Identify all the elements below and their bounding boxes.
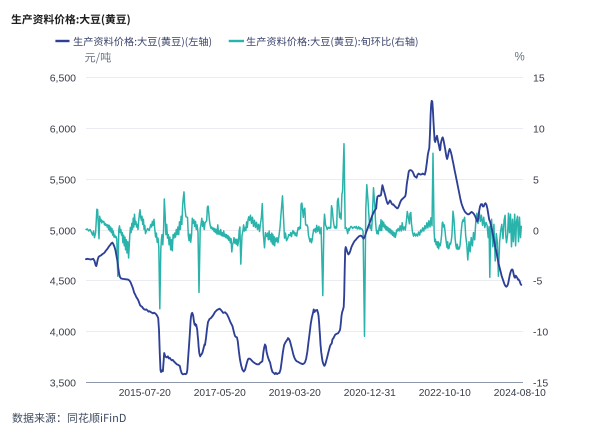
svg-text:4,500: 4,500 <box>50 275 76 287</box>
svg-text:-15: -15 <box>533 377 548 389</box>
svg-text:2020-12-31: 2020-12-31 <box>344 388 396 399</box>
svg-text:6,000: 6,000 <box>50 123 76 135</box>
svg-text:2015-07-20: 2015-07-20 <box>119 388 171 399</box>
svg-text:0: 0 <box>533 225 539 237</box>
svg-text:5,500: 5,500 <box>50 174 76 186</box>
svg-text:5,000: 5,000 <box>50 225 76 237</box>
svg-text:4,000: 4,000 <box>50 326 76 338</box>
svg-text:6,500: 6,500 <box>50 72 76 84</box>
svg-text:10: 10 <box>533 123 545 135</box>
svg-text:2022-10-10: 2022-10-10 <box>419 388 471 399</box>
svg-text:%: % <box>515 52 525 64</box>
svg-text:2017-05-20: 2017-05-20 <box>194 388 246 399</box>
svg-text:3,500: 3,500 <box>50 377 76 389</box>
svg-text:-5: -5 <box>533 275 542 287</box>
svg-text:5: 5 <box>533 174 539 186</box>
svg-text:2019-03-20: 2019-03-20 <box>269 388 321 399</box>
svg-text:2024-08-10: 2024-08-10 <box>494 388 546 399</box>
svg-text:-10: -10 <box>533 326 548 338</box>
svg-text:15: 15 <box>533 72 545 84</box>
